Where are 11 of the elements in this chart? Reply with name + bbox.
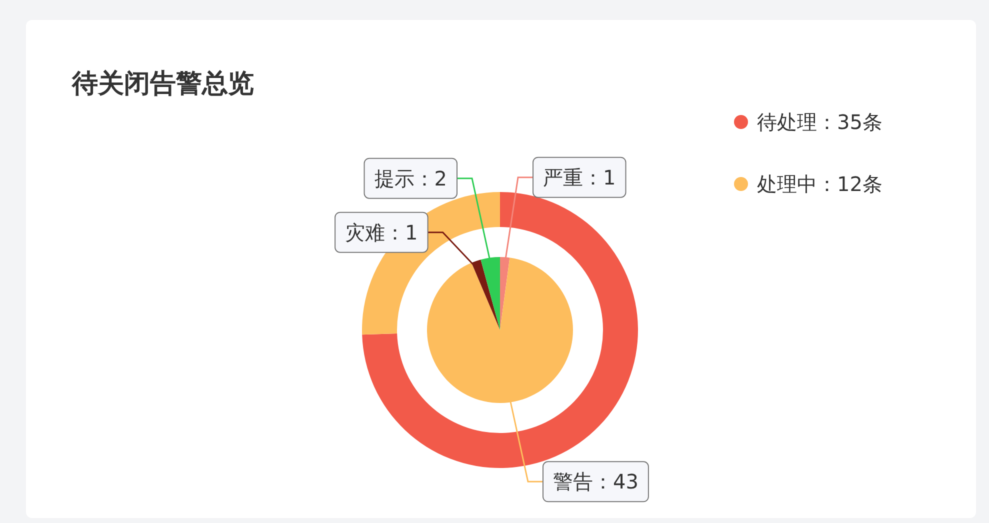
slice-label: 警告 xyxy=(552,470,593,494)
data-label: ：1 xyxy=(385,220,418,244)
chart-title: 待关闭告警总览 xyxy=(71,69,254,99)
legend-label: 处理中：12条 xyxy=(757,172,882,196)
slice-label: 提示 xyxy=(374,166,414,190)
slice-label: 灾难 xyxy=(345,220,386,244)
slice-label: 严重 xyxy=(543,165,584,190)
legend-label: 待处理：35条 xyxy=(757,110,882,134)
data-label: ：2 xyxy=(414,166,448,190)
data-label: ：43 xyxy=(592,470,638,494)
data-label: ：1 xyxy=(583,165,616,190)
